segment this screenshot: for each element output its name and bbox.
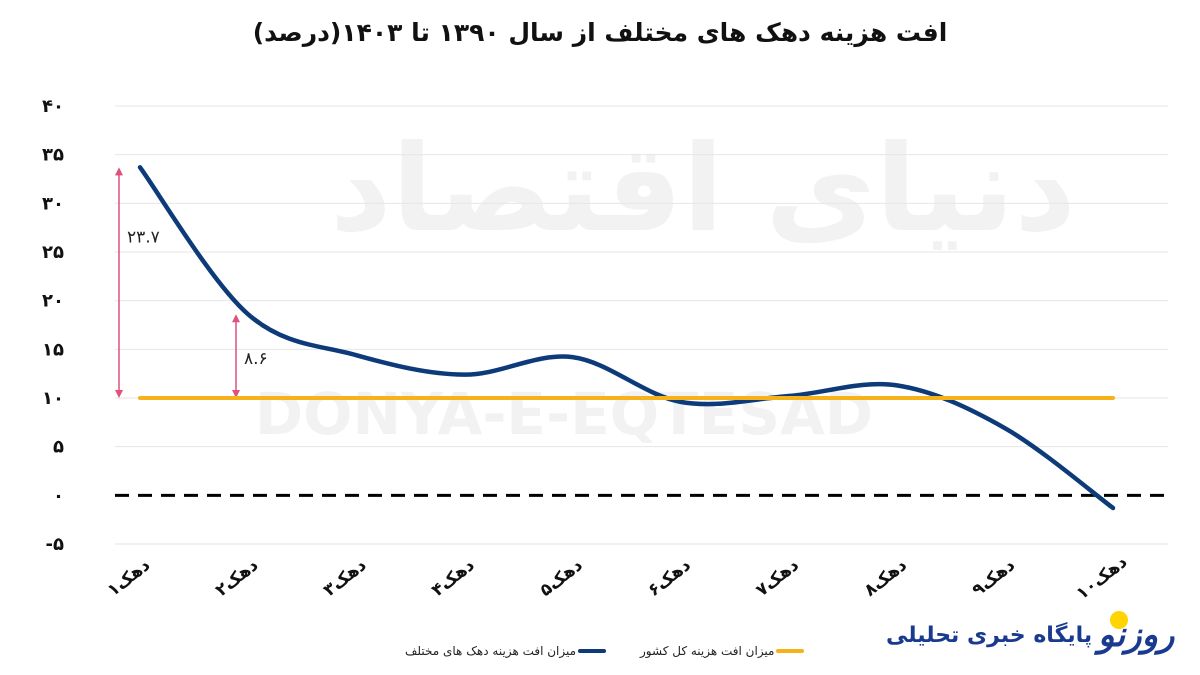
x-tick-label: دهک۳ [320,555,371,601]
y-tick-label: ۳۰ [42,193,64,214]
x-tick-label: دهک۶ [644,555,695,601]
x-tick-label: دهک۱ [104,555,155,601]
annotation-label: ۲۳.۷ [127,228,160,248]
x-tick-label: دهک۷ [752,555,803,601]
y-tick-label: ۱۵ [42,339,64,360]
x-tick-label: دهک۹ [969,555,1020,601]
y-tick-label: ۵ [53,437,64,458]
watermark-en: DONYA-E-EQTESAD [255,380,874,448]
logo-mark: روزنو [1098,611,1174,655]
y-tick-label: ۲۵ [42,242,64,263]
legend-item-deciles: میزان افت هزینه دهک های مختلف [405,644,607,658]
logo-text: پایگاه خبری تحلیلی [886,622,1093,648]
x-tick-label: دهک۵ [536,555,587,601]
annotation-label: ۸.۶ [244,349,268,369]
legend-item-country: میزان افت هزینه کل کشور [640,644,805,658]
legend-swatch-deciles [578,649,607,653]
y-tick-label: -۵ [46,534,64,555]
y-tick-label: ۳۵ [42,145,64,166]
arrow-head-down [232,390,240,398]
legend-label-deciles: میزان افت هزینه دهک های مختلف [405,644,577,658]
logo: پایگاه خبری تحلیلی روزنو [886,611,1174,655]
y-tick-label: ۴۰ [42,96,64,117]
arrow-head-up [115,167,123,176]
arrow-head-down [115,390,123,398]
arrow-head-up [232,314,240,323]
legend-label-country: میزان افت هزینه کل کشور [640,644,775,658]
x-tick-label: دهک۴ [428,555,479,601]
legend-swatch-country [776,649,805,653]
y-tick-label: ۲۰ [42,291,64,312]
x-tick-label: دهک۲ [212,555,263,601]
chart-title: افت هزینه دهک های مختلف از سال ۱۳۹۰ تا ۱… [252,18,948,47]
x-tick-label: دهک۸ [861,555,912,601]
y-tick-label: ۱۰ [42,388,64,409]
watermark-fa: دنیای اقتصاد [330,120,1077,259]
y-tick-label: ۰ [53,485,64,506]
series-line-deciles [137,165,1116,511]
x-tick-label: دهک۱۰ [1073,552,1132,604]
